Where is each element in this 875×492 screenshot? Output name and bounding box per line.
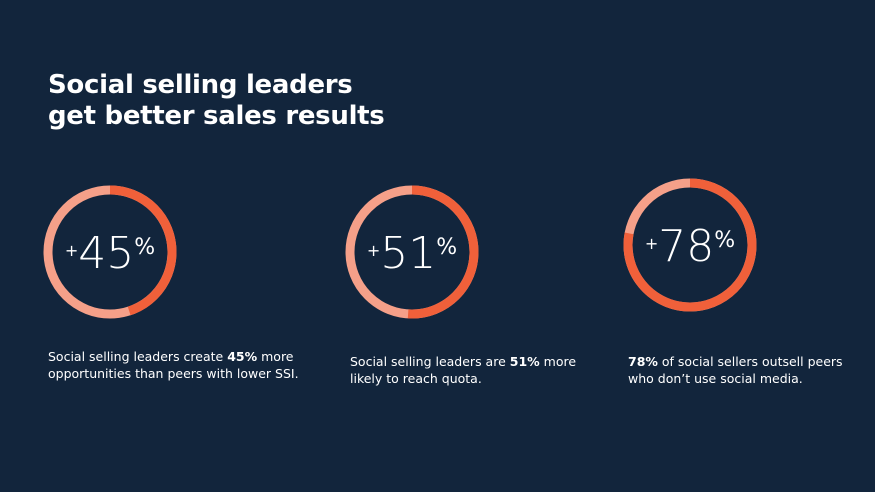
description: 78% of social sellers outsell peers who … [628,353,848,387]
unit: % [714,228,735,253]
prefix: + [645,234,658,253]
ring-label: +45% [65,228,155,279]
title-line: Social selling leaders [48,70,353,100]
ring-value: 51 [380,228,436,279]
unit: % [436,235,457,260]
ring-label: +78% [645,221,735,272]
unit: % [134,235,155,260]
prefix: + [367,241,380,260]
description-bold: 51% [509,354,540,369]
prefix: + [65,241,78,260]
description-text: more opportunities than peers with lower… [48,349,299,381]
description: Social selling leaders create 45% more o… [48,348,308,382]
ring-arc [623,178,757,312]
title-line: get better sales results [48,101,385,131]
description-text: Social selling leaders are [350,354,510,369]
description: Social selling leaders are 51% more like… [350,353,580,387]
ring-value: 78 [658,221,714,272]
ring-arc [109,185,177,316]
description-text: more likely to reach quota. [350,354,577,386]
description-text: Social selling leaders create [48,349,228,364]
description-text: of social sellers outsell peers who don’… [628,354,843,386]
title: Social selling leaders get better sales … [48,70,385,132]
description-bold: 45% [227,349,258,364]
ring-value: 45 [78,228,134,279]
description-bold: 78% [628,354,658,369]
ring-arc [407,185,479,319]
ring-label: +51% [367,228,457,279]
